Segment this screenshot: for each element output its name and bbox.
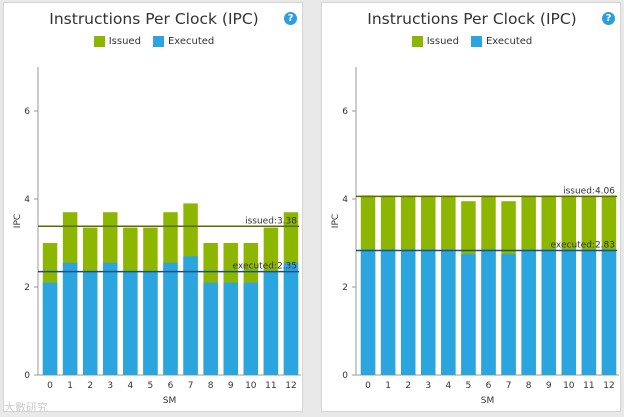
x-tick-label: 0 [365, 381, 371, 391]
bar-executed [203, 282, 218, 375]
bar-executed [283, 262, 299, 375]
x-tick-label: 7 [506, 381, 512, 391]
reference-line-label-executed: executed:2.35 [233, 262, 297, 272]
bar-executed [521, 249, 536, 375]
bar-executed [163, 262, 178, 375]
legend-item-executed[interactable]: Executed [470, 36, 533, 47]
bar-executed [243, 282, 259, 375]
x-tick-label: 2 [405, 381, 411, 391]
bar-executed [82, 271, 98, 375]
help-icon[interactable]: ? [284, 12, 297, 25]
legend-label-executed: Executed [485, 36, 533, 47]
x-tick-label: 11 [583, 381, 594, 391]
y-tick-label: 6 [342, 107, 348, 117]
x-tick-label: 8 [208, 381, 214, 391]
bar-executed [421, 249, 436, 375]
legend-swatch-issued [411, 36, 423, 47]
y-axis-title: IPC [331, 214, 341, 228]
bar-executed [461, 254, 476, 375]
x-tick-label: 11 [265, 381, 276, 391]
chart-panel-left: Instructions Per Clock (IPC) ? Issued Ex… [3, 2, 303, 412]
x-tick-label: 0 [47, 381, 53, 391]
bar-executed [263, 271, 279, 375]
x-tick-label: 10 [245, 381, 257, 391]
watermark: 大數研究 [4, 401, 48, 414]
x-tick-label: 1 [385, 381, 391, 391]
x-tick-label: 2 [87, 381, 93, 391]
bar-executed [581, 249, 597, 375]
x-tick-label: 5 [466, 381, 472, 391]
x-tick-label: 1 [67, 381, 73, 391]
x-tick-label: 4 [445, 381, 451, 391]
legend-swatch-issued [93, 36, 105, 47]
bar-executed [380, 249, 396, 375]
y-tick-label: 4 [342, 195, 348, 205]
bar-executed [441, 249, 456, 375]
reference-line-label-issued: issued:4.06 [563, 186, 615, 196]
reference-line-label-executed: executed:2.83 [551, 240, 615, 250]
bar-executed [481, 249, 496, 375]
legend-label-executed: Executed [167, 36, 215, 47]
x-tick-label: 6 [486, 381, 492, 391]
x-tick-label: 12 [285, 381, 296, 391]
y-tick-label: 2 [342, 283, 348, 293]
legend-item-issued[interactable]: Issued [411, 36, 459, 47]
legend-item-issued[interactable]: Issued [93, 36, 141, 47]
x-axis-title: SM [481, 396, 494, 406]
bar-executed [360, 249, 376, 375]
y-tick-label: 0 [342, 371, 348, 381]
bar-executed [42, 282, 58, 375]
x-tick-label: 12 [603, 381, 614, 391]
bar-executed [123, 271, 138, 375]
chart-panel-right: Instructions Per Clock (IPC) ? Issued Ex… [321, 2, 621, 412]
chart-legend: Issued Executed [4, 36, 304, 47]
x-tick-label: 3 [107, 381, 113, 391]
bar-executed [62, 262, 78, 375]
bar-executed [400, 249, 416, 375]
bar-executed [183, 256, 198, 375]
legend-label-issued: Issued [108, 36, 141, 47]
x-tick-label: 5 [148, 381, 154, 391]
y-tick-label: 0 [24, 371, 30, 381]
x-tick-label: 9 [546, 381, 552, 391]
y-tick-label: 2 [24, 283, 30, 293]
x-tick-label: 8 [526, 381, 532, 391]
bar-executed [561, 249, 577, 375]
bar-executed [541, 249, 556, 375]
x-axis-title: SM [163, 396, 176, 406]
bar-executed [143, 271, 158, 375]
x-tick-label: 3 [425, 381, 431, 391]
legend-item-executed[interactable]: Executed [152, 36, 215, 47]
x-tick-label: 10 [563, 381, 575, 391]
x-tick-label: 7 [188, 381, 194, 391]
bar-executed [601, 249, 617, 375]
bar-executed [103, 262, 118, 375]
bar-executed [223, 282, 238, 375]
chart-title: Instructions Per Clock (IPC) [367, 10, 577, 28]
chart-title: Instructions Per Clock (IPC) [49, 10, 259, 28]
chart-legend: Issued Executed [322, 36, 622, 47]
reference-line-label-issued: issued:3.38 [245, 216, 297, 226]
legend-swatch-executed [470, 36, 482, 47]
y-axis-title: IPC [13, 214, 23, 228]
x-tick-label: 4 [127, 381, 133, 391]
y-tick-label: 6 [24, 107, 30, 117]
bar-executed [501, 254, 516, 375]
x-tick-label: 9 [228, 381, 234, 391]
legend-label-issued: Issued [426, 36, 459, 47]
help-icon[interactable]: ? [602, 12, 615, 25]
y-tick-label: 4 [24, 195, 30, 205]
x-tick-label: 6 [168, 381, 174, 391]
legend-swatch-executed [152, 36, 164, 47]
